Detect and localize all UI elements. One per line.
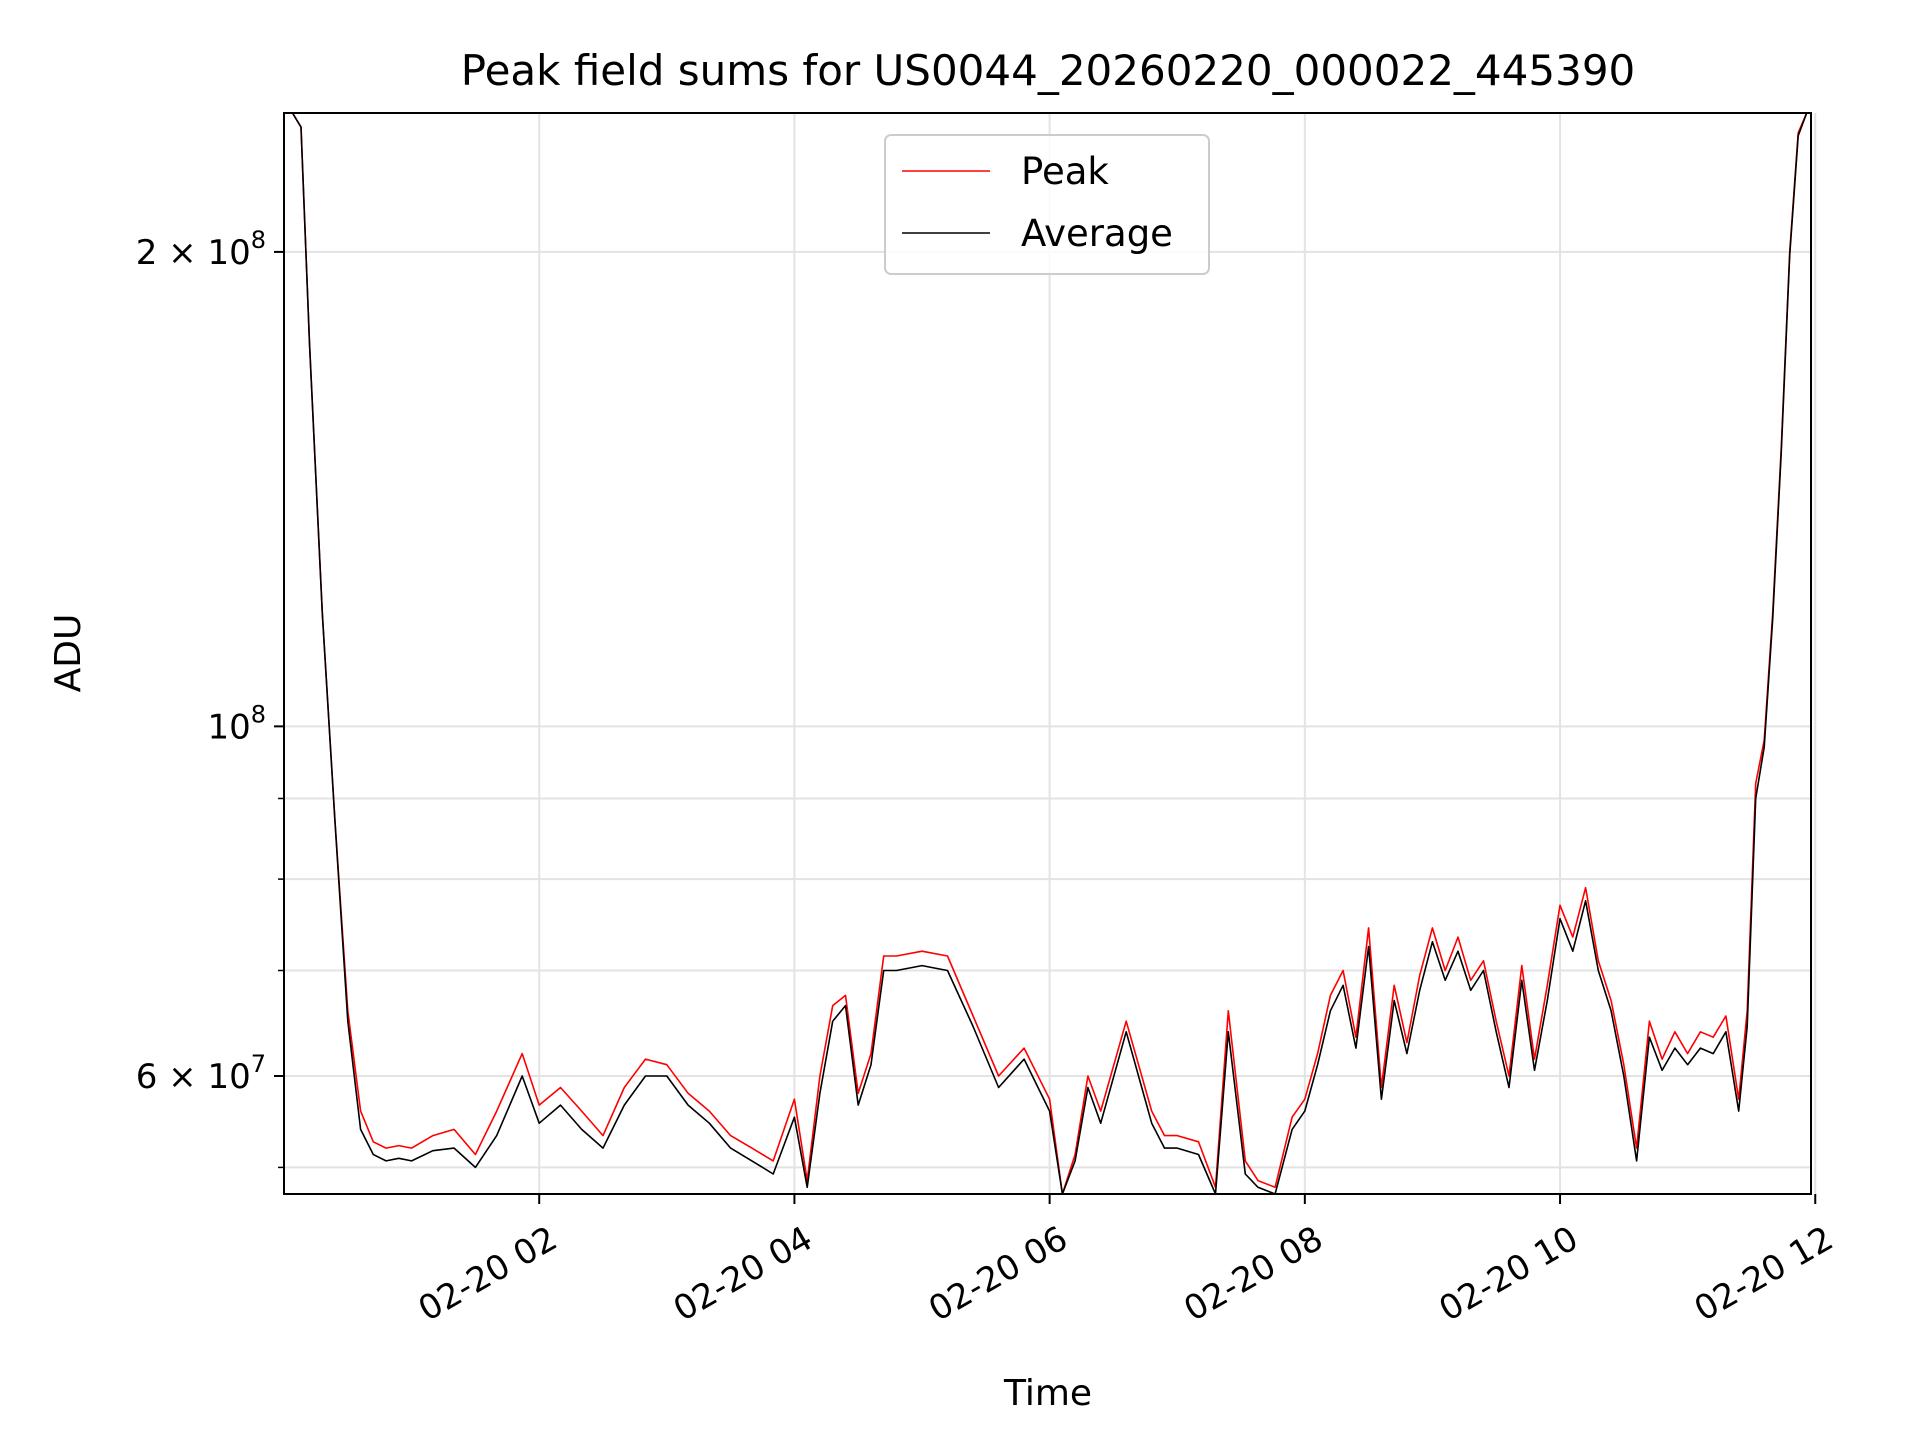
series-line-average — [291, 113, 1808, 1194]
legend-label-peak: Peak — [1021, 150, 1109, 193]
legend: Peak Average — [884, 134, 1210, 275]
series-lines — [291, 113, 1808, 1194]
y-tick-label: 6 × 107 — [136, 1050, 266, 1097]
legend-label-average: Average — [1021, 212, 1173, 255]
plot-frame — [283, 112, 1812, 1195]
grid-lines — [284, 113, 1817, 1194]
y-tick-label: 2 × 108 — [136, 226, 266, 273]
y-axis-label: ADU — [48, 614, 89, 693]
legend-box — [884, 134, 1210, 275]
x-axis-label: Time — [1003, 1373, 1092, 1414]
series-line-peak — [291, 113, 1808, 1194]
chart-title: Peak field sums for US0044_20260220_0000… — [461, 46, 1636, 95]
